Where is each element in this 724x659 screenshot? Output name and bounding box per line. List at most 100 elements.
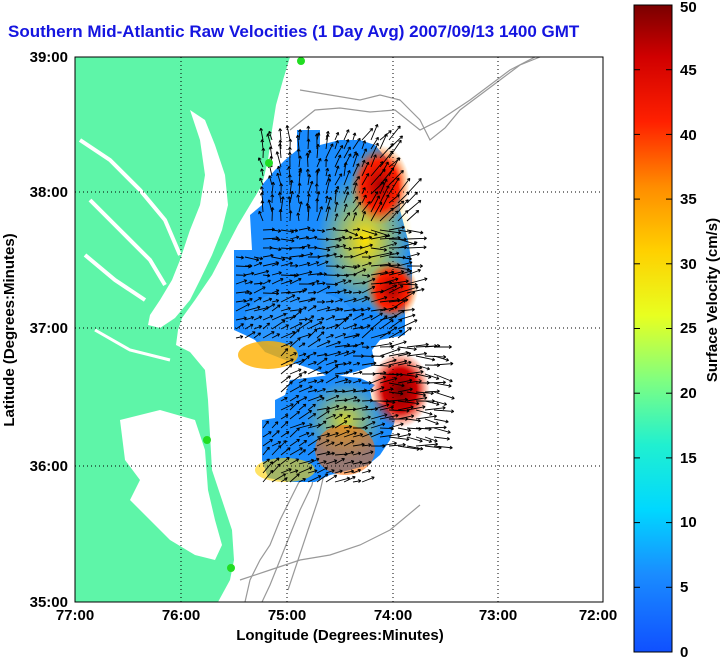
- colorbar-tick-label: 30: [680, 256, 697, 273]
- current-vector: [298, 449, 306, 456]
- current-vector: [334, 307, 344, 312]
- current-vector: [361, 173, 370, 186]
- current-vector: [271, 271, 282, 276]
- current-vector: [397, 199, 409, 213]
- tidal-river: [88, 198, 167, 287]
- current-vector: [262, 303, 276, 312]
- current-vector: [343, 129, 350, 141]
- current-vector: [298, 201, 303, 213]
- current-vector: [316, 410, 330, 420]
- radar-station-marker[interactable]: [227, 564, 235, 572]
- map-title: Southern Mid-Atlantic Raw Velocities (1 …: [8, 22, 580, 41]
- current-vector: [397, 427, 412, 432]
- current-vector: [361, 187, 366, 195]
- y-tick-label: 36:00: [30, 458, 68, 475]
- current-vector: [379, 441, 397, 447]
- current-vector: [253, 261, 263, 267]
- current-vector: [316, 272, 327, 277]
- current-vector: [271, 229, 282, 233]
- current-vector: [388, 125, 401, 141]
- current-vector: [262, 314, 274, 321]
- current-vector: [244, 297, 253, 303]
- current-vector: [361, 148, 368, 159]
- current-vector: [235, 303, 250, 312]
- current-vector: [307, 297, 316, 303]
- radar-station-marker[interactable]: [265, 159, 273, 167]
- current-vector: [397, 414, 415, 420]
- current-vector: [325, 365, 339, 375]
- current-vector: [298, 370, 307, 375]
- current-vector: [325, 167, 330, 177]
- current-vector: [325, 133, 330, 150]
- current-vector: [325, 227, 336, 231]
- current-vector: [406, 342, 429, 348]
- current-vector: [298, 155, 302, 168]
- radar-station-marker[interactable]: [203, 436, 211, 444]
- current-vector: [298, 288, 308, 294]
- current-vector: [298, 235, 310, 240]
- current-vector: [271, 312, 287, 321]
- current-vector: [397, 282, 418, 287]
- current-vector: [316, 450, 331, 456]
- current-vector: [235, 323, 244, 330]
- current-vector: [370, 234, 388, 240]
- current-vector: [244, 256, 260, 262]
- current-vector: [280, 341, 293, 348]
- current-vector: [370, 201, 383, 222]
- current-vector: [379, 432, 401, 438]
- current-vector: [406, 199, 422, 213]
- current-vector: [289, 273, 300, 277]
- current-vector: [262, 322, 271, 330]
- current-vector: [415, 364, 431, 371]
- current-vector: [361, 235, 373, 240]
- current-vector: [289, 179, 294, 195]
- current-vector: [433, 445, 453, 450]
- current-vector: [388, 279, 409, 285]
- current-vector: [316, 260, 329, 267]
- current-vector: [288, 210, 293, 222]
- current-vector: [361, 297, 371, 303]
- current-vector: [244, 315, 255, 321]
- current-vector: [276, 172, 282, 186]
- current-vector: [352, 361, 361, 366]
- current-vector: [370, 142, 379, 159]
- current-vector: [325, 323, 339, 330]
- current-vector: [307, 228, 316, 233]
- current-vector: [271, 430, 280, 438]
- current-vector: [352, 307, 364, 312]
- current-vector: [307, 174, 312, 186]
- current-vector: [298, 352, 307, 357]
- current-vector: [280, 468, 292, 474]
- current-vector: [406, 379, 422, 384]
- current-vector: [316, 379, 324, 384]
- colorbar-tick-label: 35: [680, 191, 697, 208]
- current-vector: [361, 421, 376, 429]
- current-vector: [406, 418, 421, 423]
- current-vector: [361, 273, 371, 278]
- current-vector: [325, 441, 335, 447]
- current-vector: [334, 189, 339, 204]
- current-vector: [262, 297, 273, 303]
- current-vector: [307, 437, 322, 447]
- current-vector: [289, 322, 303, 330]
- radar-station-marker[interactable]: [297, 57, 305, 65]
- current-vector: [325, 196, 332, 213]
- current-vector: [352, 479, 362, 483]
- current-vector: [334, 131, 340, 141]
- current-vector: [325, 143, 334, 159]
- current-vector: [262, 331, 275, 339]
- current-vector: [324, 158, 329, 168]
- current-vector: [287, 174, 292, 186]
- current-vector: [433, 436, 450, 441]
- current-vector: [388, 270, 405, 276]
- current-vector: [325, 173, 331, 186]
- current-vector: [352, 333, 360, 339]
- current-vector: [307, 403, 316, 411]
- current-vector: [253, 332, 262, 339]
- current-vector: [262, 461, 274, 474]
- current-vector: [343, 460, 355, 465]
- current-vector: [352, 313, 365, 321]
- current-vector: [379, 241, 398, 249]
- current-vector: [361, 361, 377, 366]
